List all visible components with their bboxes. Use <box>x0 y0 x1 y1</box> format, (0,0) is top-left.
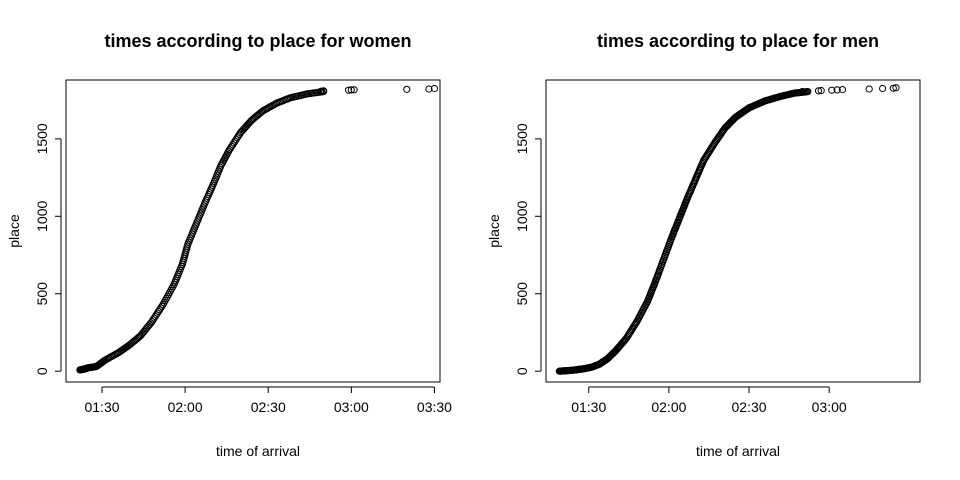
x-tick-label: 03:30 <box>417 399 452 415</box>
data-point <box>320 87 328 95</box>
data-point <box>814 87 823 95</box>
y-tick-label: 500 <box>514 282 530 306</box>
y-tick-label: 1500 <box>34 123 50 154</box>
data-point <box>317 87 325 95</box>
y-tick-label: 1500 <box>514 123 530 154</box>
data-point <box>879 84 887 93</box>
x-tick-label: 01:30 <box>571 399 606 415</box>
y-tick-label: 1000 <box>34 201 50 232</box>
x-axis: 01:30 02:00 02:30 03:00 03:30 <box>84 386 452 415</box>
data-point <box>838 86 847 94</box>
data-points <box>76 84 439 374</box>
x-tick-label: 03:00 <box>334 399 369 415</box>
data-point <box>425 85 433 93</box>
data-point <box>828 86 836 94</box>
y-tick-label: 500 <box>34 282 50 306</box>
y-axis-label: place <box>6 214 22 248</box>
chart-title: times according to place for women <box>104 31 411 51</box>
women-scatter-panel: times according to place for women 01:30… <box>6 31 452 459</box>
data-point <box>621 336 629 344</box>
data-point <box>889 84 897 92</box>
data-point <box>345 86 353 94</box>
data-point <box>430 84 439 93</box>
data-point <box>892 84 900 92</box>
x-tick-label: 01:30 <box>84 399 119 415</box>
x-tick-label: 03:00 <box>812 399 847 415</box>
x-tick-label: 02:30 <box>251 399 286 415</box>
plot-frame <box>545 79 921 383</box>
data-point <box>403 85 411 93</box>
data-points <box>555 84 900 375</box>
y-axis-label: place <box>486 214 502 248</box>
data-point <box>158 302 166 310</box>
y-axis: 0 500 1000 1500 <box>34 123 62 375</box>
x-tick-label: 02:00 <box>168 399 203 415</box>
y-axis: 0 500 1000 1500 <box>514 123 542 375</box>
data-point <box>350 86 358 94</box>
data-point <box>817 86 825 95</box>
data-point <box>798 87 807 96</box>
data-point <box>804 88 812 96</box>
y-tick-label: 1000 <box>514 201 530 232</box>
x-tick-label: 02:30 <box>732 399 767 415</box>
y-tick-label: 0 <box>34 367 50 375</box>
y-tick-label: 0 <box>514 367 530 375</box>
x-axis-label: time of arrival <box>696 443 780 459</box>
men-scatter-panel: times according to place for men 01:30 02… <box>486 31 921 459</box>
x-axis: 01:30 02:00 02:30 03:00 <box>571 386 847 415</box>
chart-title: times according to place for men <box>597 31 879 51</box>
data-point <box>865 85 873 93</box>
data-point <box>347 86 355 94</box>
x-tick-label: 02:00 <box>651 399 686 415</box>
data-point <box>833 86 841 94</box>
plot-frame <box>65 79 441 383</box>
x-axis-label: time of arrival <box>216 443 300 459</box>
